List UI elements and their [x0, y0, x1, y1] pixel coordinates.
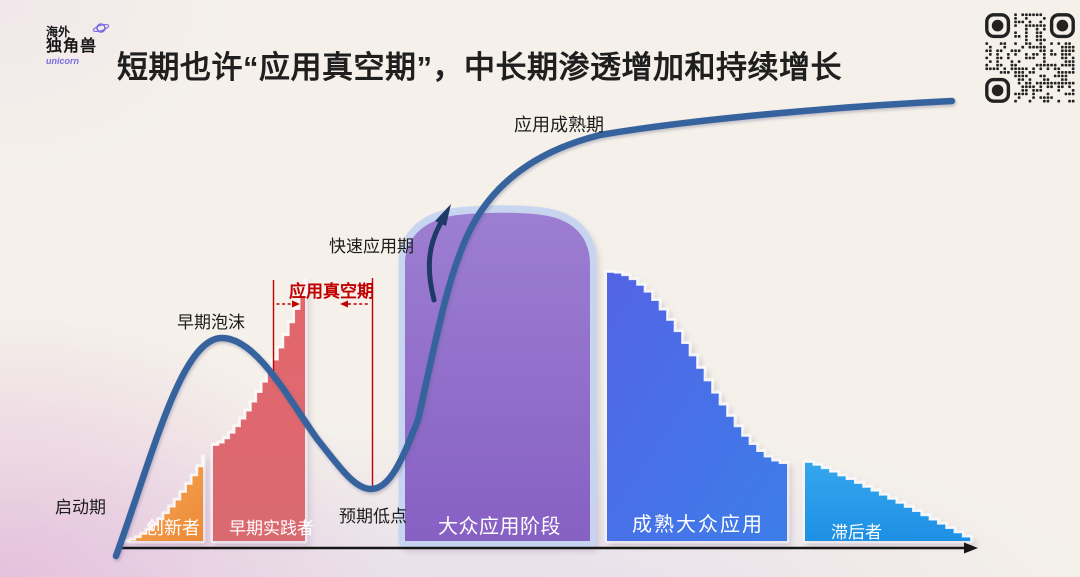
laggards-segment [805, 462, 971, 541]
mature-mass-segment [607, 272, 787, 541]
slide-title: 短期也许“应用真空期”，中长期渗透增加和持续增长 [117, 50, 842, 85]
logo-text-line1: 海外 [46, 25, 71, 39]
vacuum-period-annotation [272, 278, 374, 488]
label-rapid-adoption: 快速应用期 [329, 237, 414, 256]
early-adopters-step-edge [213, 281, 306, 446]
label-early-adopters: 早期实践者 [229, 519, 314, 538]
innovators-step-edge [124, 457, 204, 542]
innovators-segment [124, 457, 203, 541]
hype-cycle-curve [112, 97, 956, 560]
brand-logo: 海外 独角兽 unicorn [46, 23, 112, 66]
early-adopters-segment [213, 281, 305, 541]
dashed-arrow-left-icon [340, 300, 348, 308]
label-trough: 预期低点 [339, 507, 407, 526]
label-maturity-phase: 应用成熟期 [514, 115, 604, 135]
mature-mass-step-edge [607, 271, 788, 465]
dashed-arrow-right-icon [292, 300, 300, 308]
label-mature-mass: 成熟大众应用 [632, 514, 764, 536]
laggards-step-edge [805, 461, 972, 541]
label-mass-adoption: 大众应用阶段 [438, 516, 561, 538]
mass-adoption-segment [405, 212, 590, 541]
planet-icon [92, 23, 110, 33]
label-innovators: 创新者 [146, 518, 200, 538]
label-early-bubble: 早期泡沫 [177, 313, 245, 332]
growth-arrowhead-icon [435, 204, 451, 226]
logo-text-line2: 独角兽 [46, 38, 98, 55]
label-startup-phase: 启动期 [55, 498, 106, 517]
x-axis-arrowhead-icon [964, 542, 978, 554]
qr-code [985, 13, 1075, 103]
logo-caption: unicorn [46, 56, 79, 66]
label-laggards: 滞后者 [831, 523, 882, 542]
growth-arrow [426, 218, 445, 303]
label-vacuum-period: 应用真空期 [289, 282, 374, 301]
